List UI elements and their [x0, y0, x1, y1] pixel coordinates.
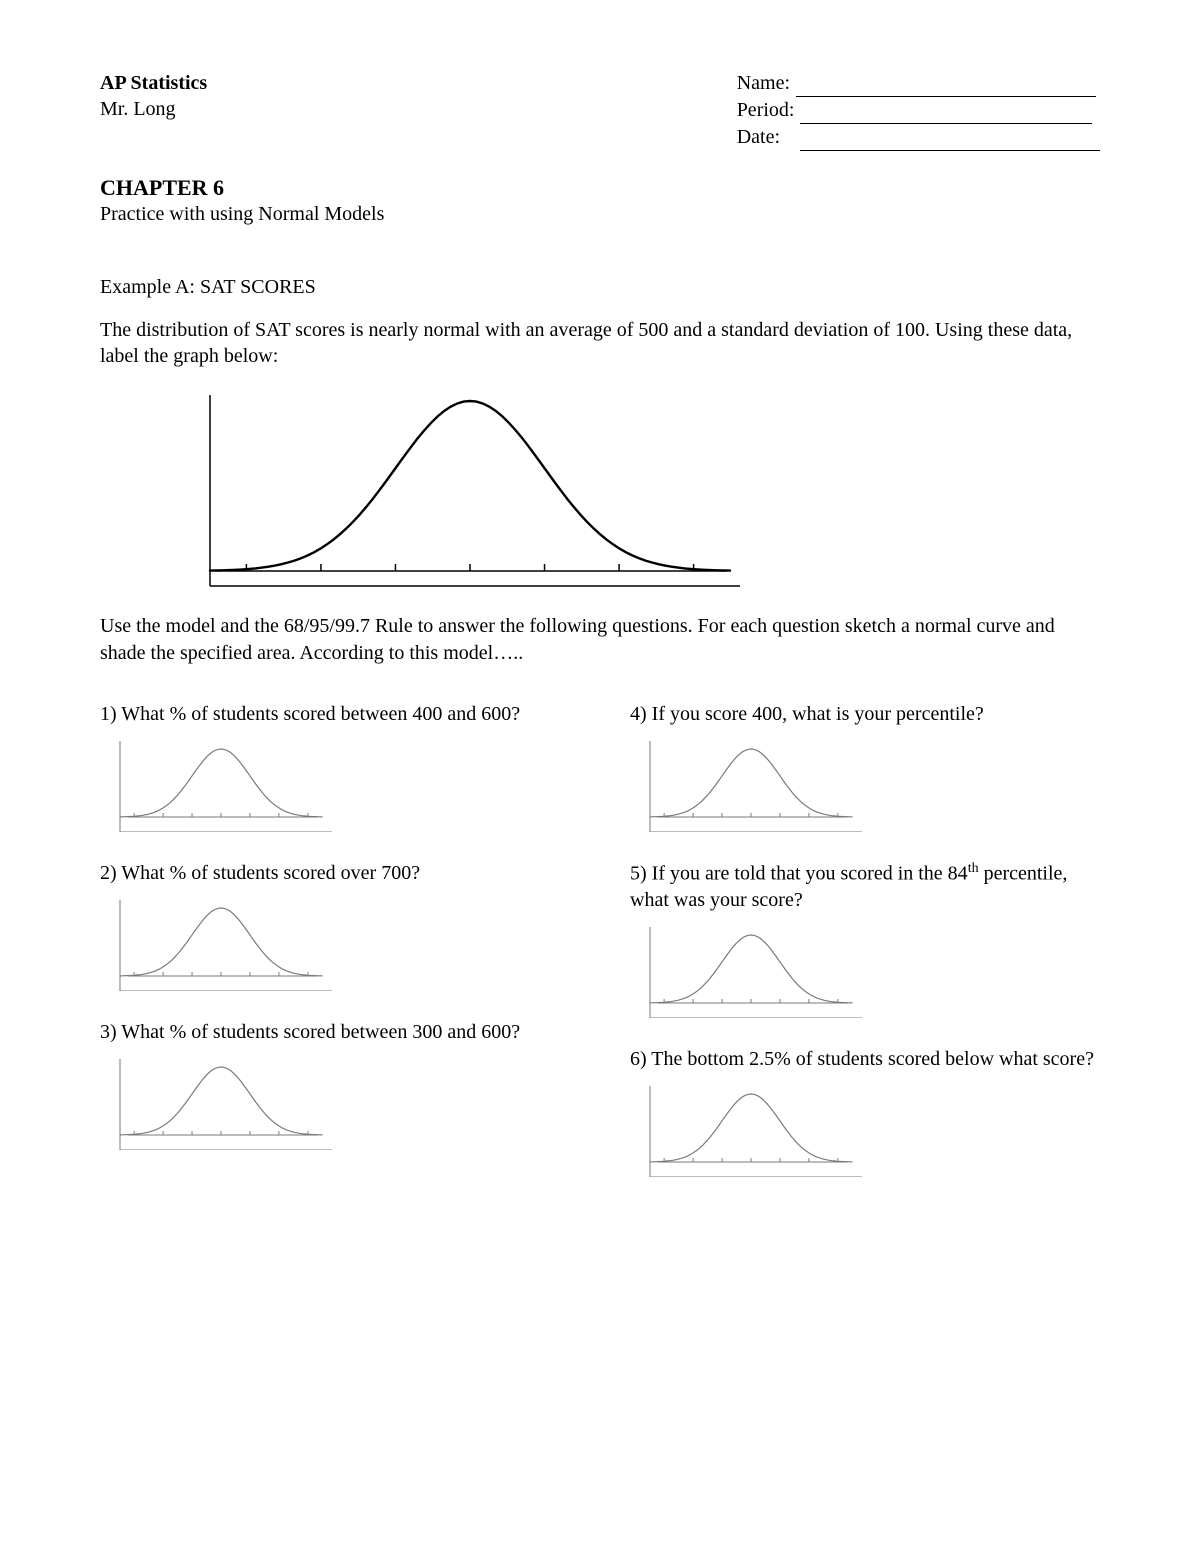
name-row: Name:	[737, 70, 1100, 97]
question-4: 4) If you score 400, what is your percen…	[630, 701, 1100, 727]
questions-grid: 1) What % of students scored between 400…	[100, 701, 1100, 1205]
questions-col-left: 1) What % of students scored between 400…	[100, 701, 570, 1205]
question-2: 2) What % of students scored over 700?	[100, 860, 570, 886]
small-curve-5	[636, 923, 1100, 1018]
big-normal-curve	[190, 391, 1100, 601]
instructions: Use the model and the 68/95/99.7 Rule to…	[100, 613, 1100, 667]
question-6: 6) The bottom 2.5% of students scored be…	[630, 1046, 1100, 1072]
small-curve-6	[636, 1082, 1100, 1177]
normal-curve-svg	[106, 896, 336, 991]
header: AP Statistics Mr. Long Name: Period: Dat…	[100, 70, 1100, 151]
header-right: Name: Period: Date:	[737, 70, 1100, 151]
example-label: Example A: SAT SCORES	[100, 276, 1100, 299]
period-row: Period:	[737, 97, 1100, 124]
small-curve-1	[106, 737, 570, 832]
name-label: Name:	[737, 72, 790, 94]
questions-col-right: 4) If you score 400, what is your percen…	[630, 701, 1100, 1205]
question-1: 1) What % of students scored between 400…	[100, 701, 570, 727]
date-row: Date:	[737, 124, 1100, 151]
chapter-subtitle: Practice with using Normal Models	[100, 203, 1100, 226]
normal-curve-svg	[106, 737, 336, 832]
question-5: 5) If you are told that you scored in th…	[630, 860, 1100, 913]
question-3: 3) What % of students scored between 300…	[100, 1019, 570, 1045]
chapter-title: CHAPTER 6	[100, 175, 1100, 201]
normal-curve-svg	[190, 391, 750, 601]
worksheet-page: AP Statistics Mr. Long Name: Period: Dat…	[0, 0, 1200, 1553]
normal-curve-svg	[106, 1055, 336, 1150]
normal-curve-svg	[636, 737, 866, 832]
question-5a: 5) If you are told that you scored in th…	[630, 863, 968, 885]
small-curve-4	[636, 737, 1100, 832]
small-curve-2	[106, 896, 570, 991]
small-curve-3	[106, 1055, 570, 1150]
example-intro: The distribution of SAT scores is nearly…	[100, 317, 1100, 369]
course-title: AP Statistics	[100, 70, 207, 96]
period-label: Period:	[737, 99, 795, 121]
normal-curve-svg	[636, 1082, 866, 1177]
normal-curve-svg	[636, 923, 866, 1018]
date-blank[interactable]	[800, 150, 1100, 151]
date-label: Date:	[737, 126, 780, 148]
question-5-sup: th	[968, 861, 979, 876]
teacher-name: Mr. Long	[100, 96, 207, 122]
header-left: AP Statistics Mr. Long	[100, 70, 207, 122]
